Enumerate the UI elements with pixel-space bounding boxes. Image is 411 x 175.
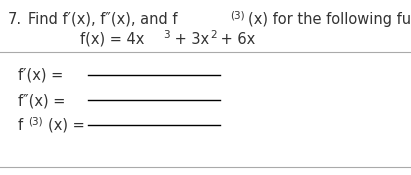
Text: (3): (3)	[230, 10, 245, 20]
Text: Find f′(x), f″(x), and f: Find f′(x), f″(x), and f	[28, 12, 178, 27]
Text: + 3x: + 3x	[170, 32, 209, 47]
Text: (x) =: (x) =	[48, 118, 85, 133]
Text: 7.: 7.	[8, 12, 22, 27]
Text: (x) for the following function.: (x) for the following function.	[248, 12, 411, 27]
Text: (3): (3)	[28, 116, 43, 126]
Text: 3: 3	[163, 30, 170, 40]
Text: + 6x: + 6x	[216, 32, 255, 47]
Text: f′(x) =: f′(x) =	[18, 68, 63, 83]
Text: 2: 2	[210, 30, 217, 40]
Text: f(x) = 4x: f(x) = 4x	[80, 32, 144, 47]
Text: f: f	[18, 118, 23, 133]
Text: f″(x) =: f″(x) =	[18, 93, 65, 108]
